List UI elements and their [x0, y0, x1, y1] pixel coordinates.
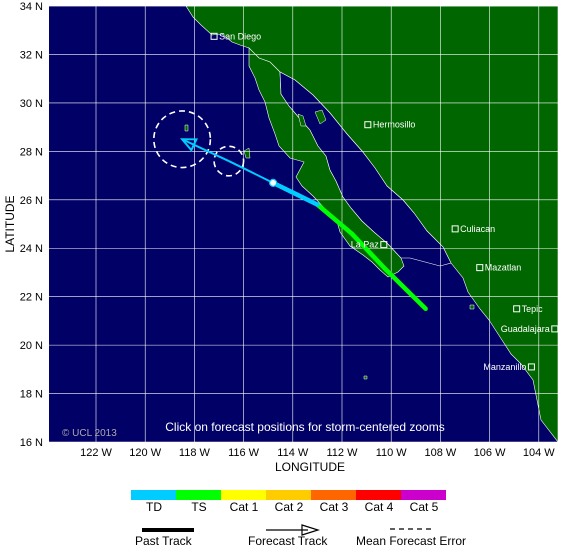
intensity-swatch: [266, 490, 311, 500]
mean-error-legend-label: Mean Forecast Error: [356, 534, 467, 548]
past-track-legend-icon: [142, 528, 194, 532]
intensity-swatch: [176, 490, 221, 500]
land-layer: [184, 6, 558, 442]
islas-marias: [469, 304, 475, 310]
forecast-arrow-head[interactable]: [179, 138, 198, 153]
lat-tick-label: 24 N: [20, 243, 43, 255]
intensity-label: TS: [191, 500, 207, 514]
city-label: Manzanillo: [483, 362, 526, 372]
x-axis-title: LONGITUDE: [275, 460, 345, 474]
lon-tick-label: 122 W: [80, 447, 112, 459]
city-label: Mazatlan: [485, 263, 522, 273]
lat-tick-label: 18 N: [20, 389, 43, 401]
intensity-swatch: [356, 490, 401, 500]
past-track-segment: [295, 192, 320, 207]
city-label: Tepic: [522, 304, 544, 314]
city-marker: [451, 225, 459, 233]
lon-tick-label: 116 W: [228, 447, 260, 459]
isla-cedros: [243, 147, 251, 159]
intensity-label: Cat 1: [229, 500, 259, 514]
past-track-legend-label: Past Track: [135, 534, 192, 548]
guadalupe-island: [184, 124, 189, 132]
lat-tick-label: 30 N: [20, 98, 43, 110]
lon-tick-label: 118 W: [179, 447, 211, 459]
city-label: La Paz: [351, 240, 380, 250]
lon-tick-label: 112 W: [327, 447, 359, 459]
intensity-swatch: [131, 490, 176, 500]
intensity-label: Cat 3: [319, 500, 349, 514]
intensity-swatch: [311, 490, 356, 500]
intensity-label: TD: [146, 500, 162, 514]
intensity-label: Cat 2: [274, 500, 304, 514]
forecast-error-circle[interactable]: [213, 145, 245, 177]
lon-tick-label: 110 W: [376, 447, 408, 459]
lat-tick-label: 26 N: [20, 195, 43, 207]
city-marker: [513, 305, 521, 313]
city-label: Hermosillo: [373, 120, 416, 130]
current-position-marker[interactable]: [269, 178, 278, 187]
forecast-track[interactable]: [179, 138, 278, 187]
lon-tick-label: 108 W: [425, 447, 457, 459]
lon-tick-label: 106 W: [474, 447, 506, 459]
forecast-error-circles[interactable]: [153, 110, 245, 177]
past-track: [270, 180, 428, 312]
lat-tick-label: 32 N: [20, 49, 43, 61]
intensity-label: Cat 5: [409, 500, 439, 514]
forecast-error-circle[interactable]: [153, 110, 212, 169]
past-track-segment: [349, 231, 389, 273]
city-marker: [527, 363, 535, 371]
city-marker: [364, 121, 372, 129]
click-hint-text: Click on forecast positions for storm-ce…: [165, 420, 444, 434]
grid-lines: [49, 6, 558, 442]
forecast-track-segment[interactable]: [228, 160, 274, 184]
forecast-track-legend-icon: [266, 524, 320, 536]
lat-tick-label: 34 N: [20, 1, 43, 13]
city-marker: [476, 264, 484, 272]
intensity-swatch: [221, 490, 266, 500]
city-label: Culiacan: [460, 224, 495, 234]
city-label: Guadalajara: [501, 324, 550, 334]
intensity-label: Cat 4: [364, 500, 394, 514]
past-track-segment: [315, 202, 355, 236]
y-axis-title: LATITUDE: [3, 195, 17, 252]
axis-labels: 122 W 120 W 118 W 116 W 114 W 112 W 110 W 108 W…: [20, 1, 556, 459]
lat-tick-label: 20 N: [20, 340, 43, 352]
city-marker: [380, 241, 388, 249]
copyright-text: © UCL 2013: [62, 428, 117, 439]
lat-tick-label: 16 N: [20, 437, 43, 449]
lat-tick-label: 22 N: [20, 292, 43, 304]
mean-error-legend-icon: [390, 528, 434, 530]
city-label: San Diego: [219, 31, 261, 41]
lat-tick-label: 28 N: [20, 146, 43, 158]
past-track-segment: [270, 180, 300, 198]
lon-tick-label: 104 W: [523, 447, 555, 459]
intensity-swatch: [401, 490, 446, 500]
isla-tiburon: [314, 109, 327, 125]
city-markers: San Diego Hermosillo Culiacan La Paz Mazatla…: [210, 31, 559, 372]
city-marker: [551, 325, 559, 333]
city-marker: [210, 32, 218, 40]
isla-angel-de-la-guarda: [297, 113, 307, 127]
forecast-track-legend-label: Forecast Track: [248, 534, 328, 548]
socorro-island: [363, 375, 368, 380]
lon-tick-label: 114 W: [277, 447, 309, 459]
past-track-segment: [384, 267, 428, 312]
forecast-track-segment[interactable]: [181, 138, 230, 162]
lon-tick-label: 120 W: [129, 447, 161, 459]
